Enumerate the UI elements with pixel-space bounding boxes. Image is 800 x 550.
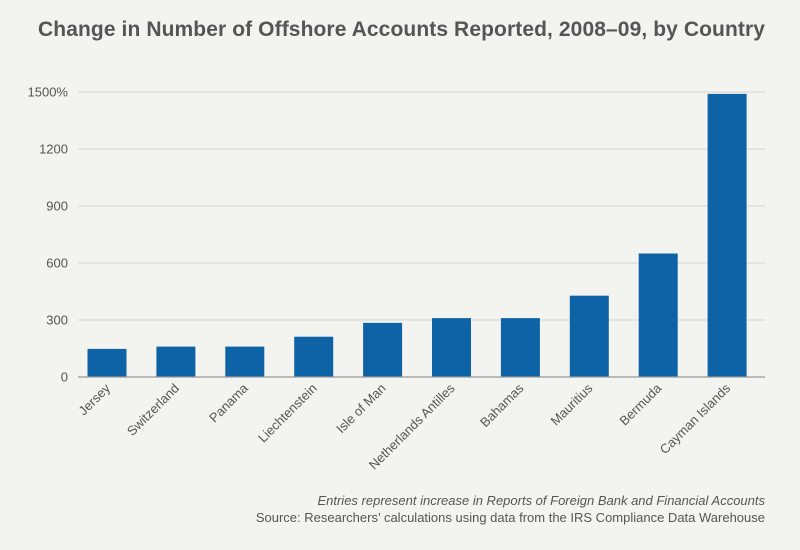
y-tick-label: 300 bbox=[46, 313, 68, 328]
y-tick-label: 1200 bbox=[39, 142, 68, 157]
bars bbox=[87, 93, 747, 378]
x-tick-labels: Jersey Switzerland Panama Liechtenstein Isle… bbox=[75, 380, 733, 472]
x-tick-label: Bermuda bbox=[616, 380, 664, 428]
bar-netherlands-antilles bbox=[432, 318, 471, 377]
bar-liechtenstein bbox=[294, 336, 334, 377]
footnote: Entries represent increase in Reports of… bbox=[317, 493, 765, 508]
x-tick-label: Panama bbox=[206, 380, 251, 425]
y-tick-label: 0 bbox=[61, 370, 68, 385]
bar-bahamas bbox=[500, 318, 540, 377]
bar-jersey bbox=[87, 348, 127, 377]
chart-title: Change in Number of Offshore Accounts Re… bbox=[38, 18, 766, 41]
bar-isle-of-man bbox=[363, 322, 403, 377]
y-tick-label: 1500% bbox=[28, 85, 69, 100]
bar-cayman-islands bbox=[707, 93, 747, 378]
bar-panama bbox=[225, 346, 265, 377]
x-tick-label: Cayman Islands bbox=[657, 380, 734, 457]
x-tick-label: Isle of Man bbox=[333, 381, 389, 437]
chart-notes: Entries represent increase in Reports of… bbox=[256, 492, 765, 526]
x-tick-label: Liechtenstein bbox=[255, 381, 320, 446]
x-tick-label: Jersey bbox=[75, 380, 113, 418]
x-tick-label: Switzerland bbox=[124, 381, 182, 439]
bar-switzerland bbox=[156, 346, 196, 377]
x-tick-label: Bahamas bbox=[477, 380, 527, 430]
x-tick-label: Mauritius bbox=[548, 380, 596, 428]
bar-chart: 0 300 600 900 1200 1500% Jersey Switzerland Pan… bbox=[28, 85, 765, 472]
bar-bermuda bbox=[638, 253, 678, 377]
bar-mauritius bbox=[569, 295, 609, 377]
source-note: Source: Researchers’ calculations using … bbox=[255, 510, 765, 525]
y-tick-label: 900 bbox=[46, 199, 68, 214]
y-tick-labels: 0 300 600 900 1200 1500% bbox=[28, 85, 69, 385]
y-tick-label: 600 bbox=[46, 256, 68, 271]
